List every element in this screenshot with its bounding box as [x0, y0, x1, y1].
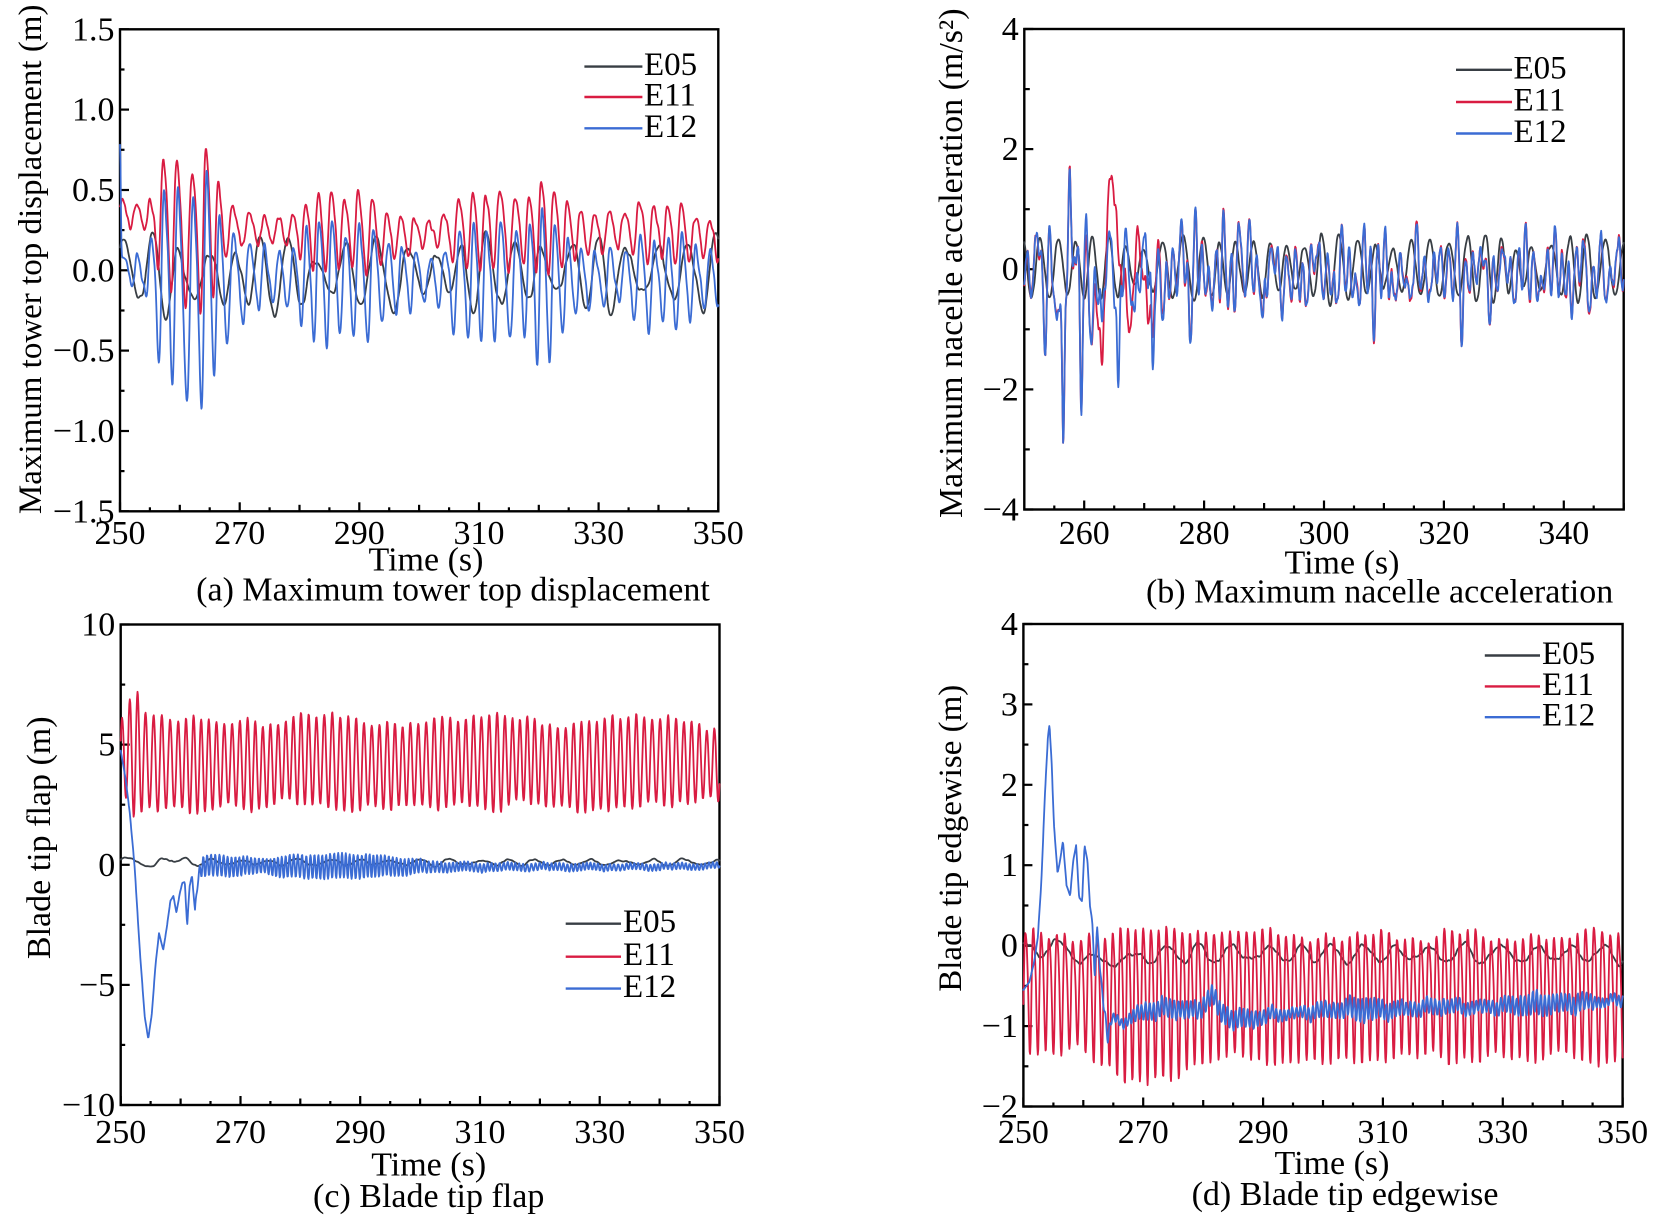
svg-text:Time (s): Time (s): [1275, 1145, 1390, 1182]
svg-text:250: 250: [95, 515, 146, 552]
svg-text:Time (s): Time (s): [369, 542, 484, 579]
svg-text:0: 0: [1002, 251, 1019, 288]
svg-text:Maximum nacelle acceleration (: Maximum nacelle acceleration (m/s²): [933, 8, 970, 518]
svg-text:E12: E12: [644, 109, 697, 145]
svg-text:Blade tip flap (m): Blade tip flap (m): [21, 716, 58, 959]
svg-text:290: 290: [1238, 1114, 1289, 1151]
svg-text:3: 3: [1001, 686, 1018, 723]
svg-text:320: 320: [1418, 515, 1469, 552]
svg-text:290: 290: [335, 1114, 386, 1151]
svg-text:Blade tip edgewise (m): Blade tip edgewise (m): [933, 685, 969, 992]
svg-text:290: 290: [334, 515, 385, 552]
svg-text:Time (s): Time (s): [1285, 545, 1400, 582]
svg-text:330: 330: [574, 1114, 625, 1151]
svg-text:4: 4: [1001, 606, 1018, 643]
svg-text:1: 1: [1001, 847, 1018, 884]
svg-text:1.0: 1.0: [72, 92, 115, 129]
svg-text:−1.5: −1.5: [53, 493, 115, 530]
svg-text:310: 310: [454, 515, 505, 552]
svg-text:350: 350: [693, 515, 744, 552]
svg-text:260: 260: [1059, 515, 1110, 552]
svg-text:(a) Maximum tower top displace: (a) Maximum tower top displacement: [196, 572, 710, 609]
svg-text:330: 330: [1477, 1114, 1528, 1151]
svg-text:E05: E05: [644, 47, 697, 83]
svg-text:−1: −1: [982, 1008, 1018, 1045]
svg-text:0.0: 0.0: [72, 252, 115, 289]
svg-text:Time (s): Time (s): [371, 1147, 486, 1184]
svg-text:Maximum tower top displacement: Maximum tower top displacement (m): [13, 5, 49, 515]
svg-text:E11: E11: [623, 937, 675, 973]
svg-text:−5: −5: [79, 967, 115, 1004]
svg-text:−2: −2: [983, 371, 1019, 408]
svg-text:E05: E05: [1542, 636, 1595, 672]
svg-text:0: 0: [98, 847, 115, 884]
svg-text:−0.5: −0.5: [53, 333, 115, 370]
svg-text:(d) Blade tip edgewise: (d) Blade tip edgewise: [1192, 1176, 1499, 1213]
svg-text:E12: E12: [1514, 114, 1567, 150]
svg-text:4: 4: [1002, 11, 1019, 48]
svg-text:E05: E05: [623, 904, 676, 940]
svg-text:270: 270: [215, 1114, 266, 1151]
svg-text:E11: E11: [644, 78, 696, 114]
svg-text:280: 280: [1179, 515, 1230, 552]
svg-text:5: 5: [98, 727, 115, 764]
svg-text:(b) Maximum nacelle accelerati: (b) Maximum nacelle acceleration: [1146, 574, 1613, 611]
svg-text:E12: E12: [623, 969, 676, 1005]
svg-text:340: 340: [1538, 515, 1589, 552]
svg-text:E11: E11: [1542, 667, 1594, 703]
svg-text:E11: E11: [1514, 83, 1566, 119]
svg-text:E05: E05: [1514, 50, 1567, 86]
svg-text:E12: E12: [1542, 698, 1595, 734]
svg-text:270: 270: [214, 515, 265, 552]
svg-text:270: 270: [1118, 1114, 1169, 1151]
svg-text:250: 250: [95, 1114, 146, 1151]
svg-text:−4: −4: [983, 492, 1019, 529]
svg-text:−2: −2: [982, 1089, 1018, 1126]
svg-text:2: 2: [1002, 131, 1019, 168]
svg-text:350: 350: [694, 1114, 745, 1151]
svg-text:0: 0: [1001, 928, 1018, 965]
svg-text:10: 10: [81, 607, 115, 644]
svg-text:350: 350: [1597, 1114, 1648, 1151]
svg-text:300: 300: [1299, 515, 1350, 552]
svg-text:0.5: 0.5: [72, 172, 115, 209]
svg-text:−10: −10: [62, 1087, 115, 1124]
svg-text:330: 330: [573, 515, 624, 552]
svg-text:2: 2: [1001, 767, 1018, 804]
svg-text:250: 250: [998, 1114, 1049, 1151]
svg-text:310: 310: [1357, 1114, 1408, 1151]
svg-text:310: 310: [455, 1114, 506, 1151]
svg-text:−1.0: −1.0: [53, 413, 115, 450]
svg-text:(c) Blade tip flap: (c) Blade tip flap: [313, 1178, 544, 1215]
svg-text:1.5: 1.5: [72, 11, 115, 48]
